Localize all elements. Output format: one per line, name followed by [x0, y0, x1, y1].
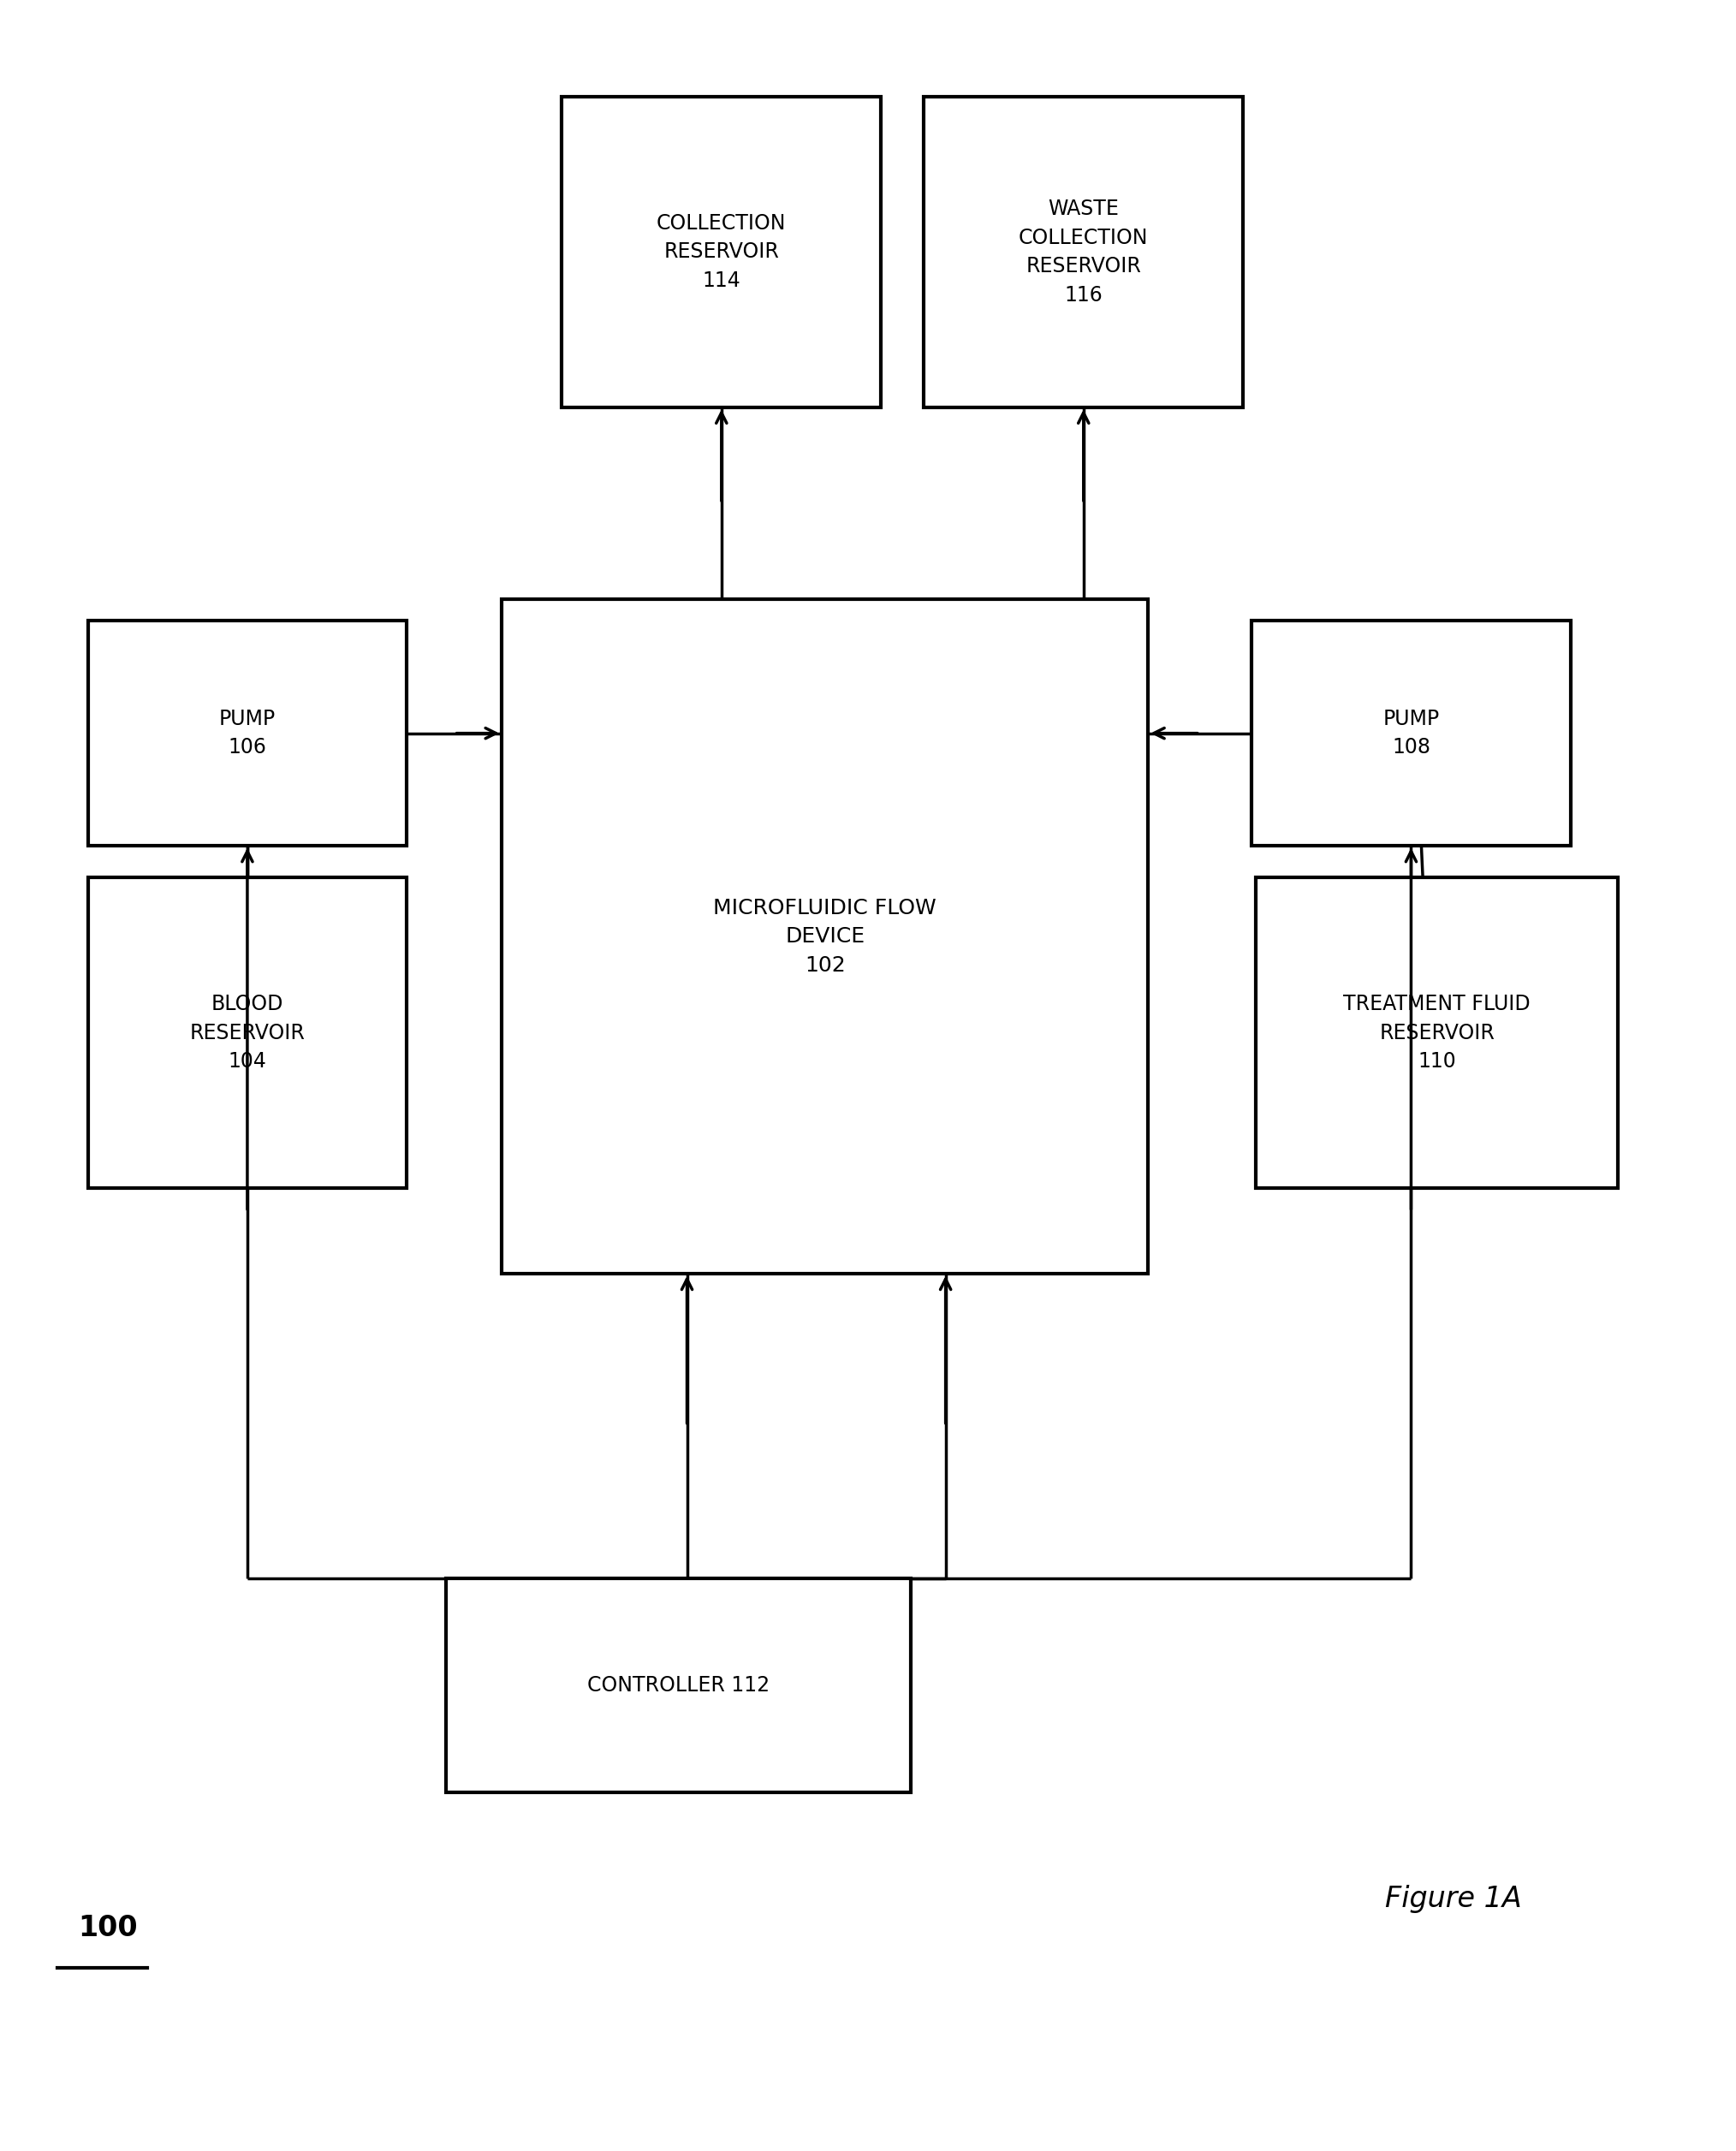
Bar [446, 1579, 911, 1792]
Bar [1252, 622, 1571, 845]
Text: Figure 1A: Figure 1A [1385, 1884, 1522, 1912]
Text: PUMP
108: PUMP 108 [1384, 708, 1439, 757]
Text: BLOOD
RESERVOIR
104: BLOOD RESERVOIR 104 [189, 994, 306, 1071]
Bar [1255, 878, 1618, 1187]
Text: COLLECTION
RESERVOIR
114: COLLECTION RESERVOIR 114 [656, 213, 786, 290]
Text: WASTE
COLLECTION
RESERVOIR
116: WASTE COLLECTION RESERVOIR 116 [1019, 198, 1147, 305]
Text: PUMP
106: PUMP 106 [219, 708, 276, 757]
Text: MICROFLUIDIC FLOW
DEVICE
102: MICROFLUIDIC FLOW DEVICE 102 [713, 897, 936, 974]
Bar [924, 97, 1243, 407]
Text: TREATMENT FLUID
RESERVOIR
110: TREATMENT FLUID RESERVOIR 110 [1344, 994, 1531, 1071]
Text: CONTROLLER 112: CONTROLLER 112 [587, 1676, 769, 1695]
Bar [502, 600, 1147, 1273]
Bar [562, 97, 880, 407]
Text: 100: 100 [78, 1914, 137, 1942]
Bar [89, 878, 406, 1187]
Bar [89, 622, 406, 845]
